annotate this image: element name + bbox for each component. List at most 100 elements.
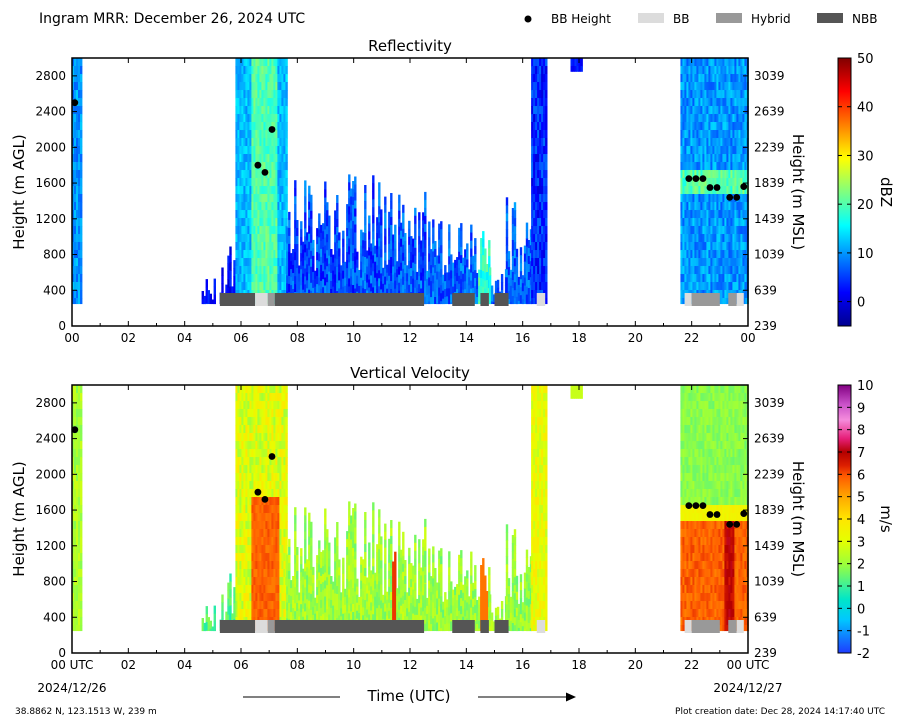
heatmap-cell — [247, 441, 250, 450]
heatmap-cell — [76, 202, 79, 211]
heatmap-cell — [328, 271, 331, 280]
heatmap-cell — [724, 66, 727, 75]
heatmap-cell — [444, 281, 447, 290]
heatmap-cell — [531, 170, 534, 179]
bb-height-points — [71, 99, 748, 201]
heatmap-cell — [446, 280, 449, 289]
heatmap-cell — [261, 74, 264, 83]
heatmap-cell — [251, 186, 254, 195]
heatmap-cell — [378, 214, 381, 223]
heatmap-cell — [76, 473, 79, 482]
heatmap-cell — [267, 218, 270, 227]
heatmap-cell — [507, 291, 511, 300]
heatmap-cell — [543, 154, 546, 163]
heatmap-cell — [736, 186, 739, 195]
heatmap-cell — [316, 276, 319, 285]
heatmap-cell — [545, 242, 548, 251]
heatmap-cell — [458, 251, 461, 261]
heatmap-cell — [460, 263, 463, 272]
heatmap-cell — [698, 178, 701, 187]
heatmap-cell — [259, 274, 262, 283]
y-tick-label: 1600 — [35, 176, 66, 190]
heatmap-cell — [346, 579, 349, 588]
heatmap-cell — [275, 106, 278, 115]
heatmap-cell — [251, 505, 254, 514]
heatmap-cell — [302, 265, 305, 275]
heatmap-cell — [682, 138, 685, 147]
heatmap-cell — [269, 529, 272, 538]
heatmap-cell — [265, 162, 268, 171]
heatmap-cell — [694, 98, 697, 107]
heatmap-cell — [229, 278, 232, 287]
heatmap-cell — [281, 122, 284, 131]
heatmap-cell — [249, 569, 252, 578]
heatmap-cell — [716, 266, 719, 275]
heatmap-cell — [505, 221, 509, 230]
heatmap-cell — [269, 561, 272, 570]
heatmap-cell — [269, 202, 272, 211]
heatmap-cell — [255, 234, 258, 243]
heatmap-cell — [484, 272, 487, 281]
heatmap-cell — [352, 261, 355, 270]
heatmap-cell — [736, 218, 739, 227]
heatmap-cell — [300, 229, 303, 238]
heatmap-cell — [285, 202, 288, 211]
heatmap-cell — [320, 607, 323, 617]
heatmap-cell — [708, 170, 711, 179]
heatmap-cell — [286, 554, 289, 563]
heatmap-cell — [578, 58, 581, 67]
heatmap-cell — [539, 250, 542, 259]
heatmap-cell — [249, 146, 252, 155]
heatmap-cell — [263, 409, 266, 418]
heatmap-cell — [312, 566, 315, 576]
heatmap-cell — [247, 210, 250, 219]
heatmap-cell — [360, 237, 363, 247]
heatmap-cell — [239, 98, 242, 107]
heatmap-cell — [736, 266, 739, 275]
heatmap-cell — [698, 194, 701, 203]
heatmap-cell — [286, 251, 289, 260]
heatmap-cell — [332, 589, 335, 598]
heatmap-cell — [247, 82, 250, 91]
heatmap-cell — [742, 242, 745, 251]
heatmap-cell — [251, 545, 254, 554]
heatmap-cell — [718, 106, 721, 115]
heatmap-cell — [438, 239, 441, 248]
heatmap-cell — [249, 441, 252, 450]
heatmap-cell — [257, 521, 260, 530]
heatmap-cell — [744, 66, 747, 75]
heatmap-cell — [537, 66, 540, 75]
heatmap-cell — [76, 266, 79, 275]
heatmap-cell — [245, 210, 248, 219]
heatmap-cell — [281, 425, 284, 434]
heatmap-cell — [265, 385, 268, 394]
heatmap-cell — [239, 561, 242, 570]
heatmap-cell — [464, 273, 467, 282]
heatmap-cell — [722, 74, 725, 83]
heatmap-cell — [384, 220, 387, 229]
heatmap-cell — [380, 273, 383, 282]
heatmap-cell — [356, 267, 359, 277]
heatmap-cell — [706, 138, 709, 147]
heatmap-cell — [406, 265, 409, 274]
heatmap-cell — [241, 609, 244, 618]
heatmap-cell — [346, 571, 349, 580]
heatmap-cell — [296, 220, 299, 229]
heatmap-cell — [296, 236, 299, 245]
bb-height-point — [261, 168, 269, 176]
heatmap-cell — [531, 106, 534, 115]
heatmap-cell — [245, 66, 248, 75]
heatmap-cell — [241, 537, 244, 546]
heatmap-cell — [261, 90, 264, 99]
y-tick-label: 400 — [43, 283, 66, 297]
heatmap-cell — [255, 154, 258, 163]
heatmap-cell — [283, 258, 286, 267]
heatmap-cell — [283, 154, 286, 163]
heatmap-cell — [734, 226, 737, 235]
heatmap-cell — [352, 556, 355, 565]
heatmap-cell — [245, 601, 248, 610]
heatmap-cell — [265, 82, 268, 91]
heatmap-cell — [718, 234, 721, 243]
heatmap-cell — [241, 170, 244, 179]
heatmap-cell — [259, 417, 262, 426]
